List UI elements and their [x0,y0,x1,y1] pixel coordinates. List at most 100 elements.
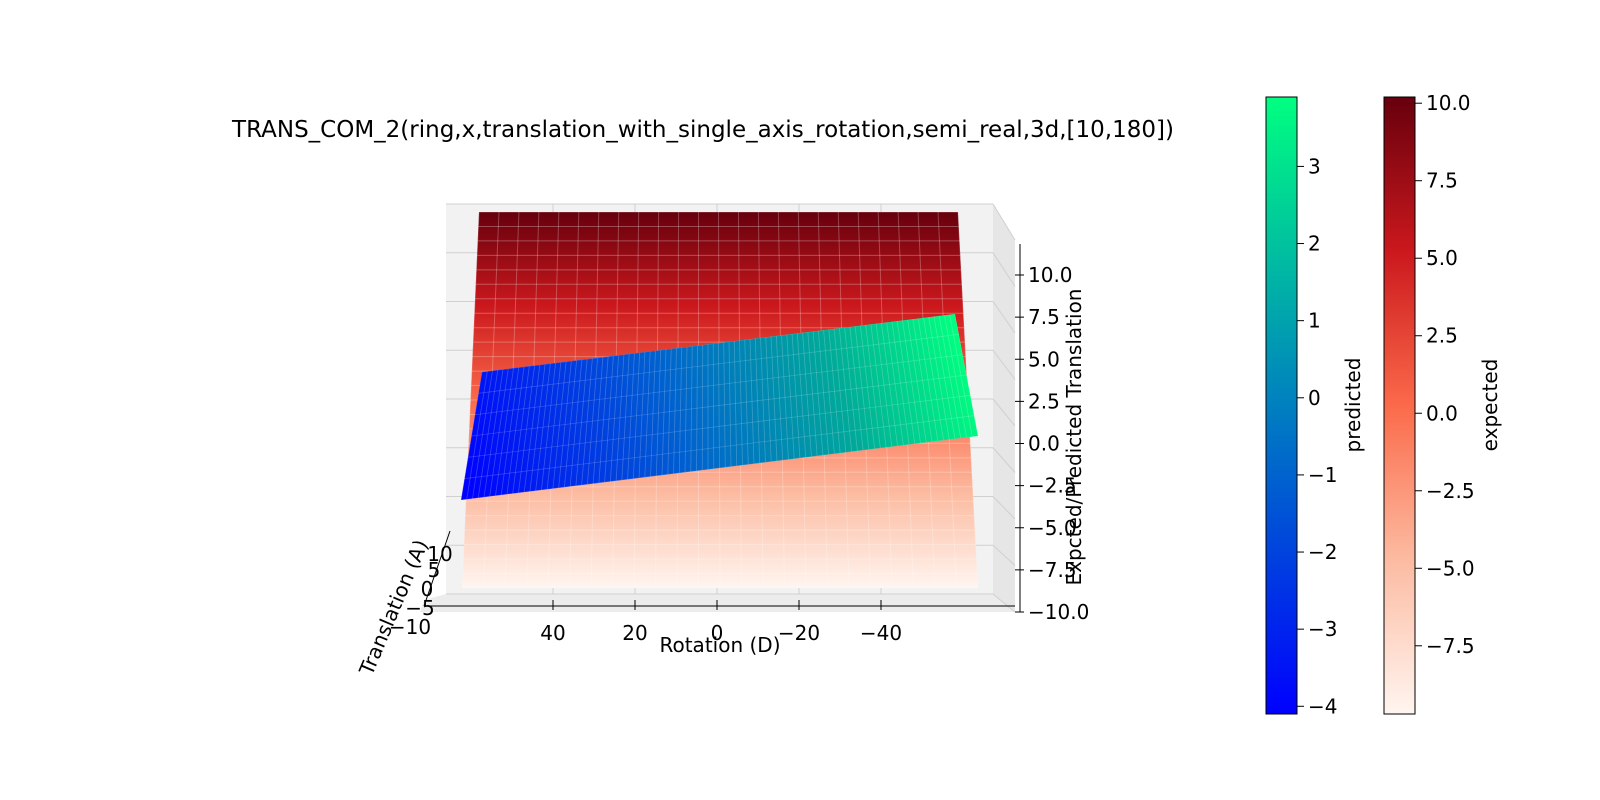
colorbar-tick-label: 1 [1308,309,1321,333]
z-tick-label: 2.5 [1028,389,1060,413]
predicted-mesh-line [546,362,562,490]
chart-title: TRANS_COM_2(ring,x,translation_with_sing… [231,117,1174,143]
colorbar-tick-label: −5.0 [1426,556,1475,580]
predicted-mesh-line [500,367,520,496]
predicted-mesh-line [541,362,556,491]
z-tick-label: 7.5 [1028,305,1060,329]
y-tick-label: 5 [428,558,441,582]
colorbar-predicted-ticks: −4 −3 −2 −1 0 1 2 3 [1297,154,1337,718]
predicted-mesh-line [865,324,881,449]
predicted-mesh-line [802,332,812,457]
z-axis-label: Expcted/Predicted Translation [1062,289,1086,586]
predicted-mesh-line [870,324,887,448]
predicted-mesh-line [739,340,743,466]
predicted-mesh-line [718,342,720,469]
right-pane-grid [992,203,1016,613]
predicted-mesh-line [467,394,971,458]
z-tick-label: 5.0 [1028,347,1060,371]
right-grid-line [992,252,1016,287]
predicted-mesh-line [944,315,967,438]
predicted-mesh-line [667,348,672,475]
colorbar-expected-label: expected [1478,359,1502,452]
predicted-mesh-line [474,354,963,416]
x-tick-label: 0 [711,621,724,645]
predicted-mesh-line [529,364,546,492]
predicted-mesh-line [833,328,847,453]
colorbar-tick-label: 7.5 [1426,169,1458,193]
predicted-mesh-line [696,345,698,471]
predicted-mesh-line [586,357,599,485]
right-grid-line [992,544,1016,566]
predicted-mesh-line [621,353,630,481]
predicted-mesh-line [760,337,766,463]
predicted-mesh-line [564,360,577,488]
predicted-mesh-line [886,322,904,446]
predicted-mesh-line [881,322,898,447]
predicted-mesh-line [581,358,593,486]
right-grid-line [992,496,1016,520]
colorbar-expected-ticks: −7.5 −5.0 −2.5 0.0 2.5 5.0 7.5 10.0 [1415,91,1475,658]
predicted-mesh-line [854,326,870,450]
z-axis-ticks: −10.0 −7.5 −5.0 −2.5 0.0 2.5 5.0 7.5 10.0 [1015,263,1089,624]
predicted-mesh-line [627,353,635,480]
right-grid-line [992,349,1016,380]
x-axis-ticks: 40 20 0 −20 −40 [540,600,902,645]
predicted-mesh-line [907,319,927,443]
predicted-mesh-line [638,352,646,478]
predicted-mesh-line [733,341,738,466]
colorbar-tick-label: −2 [1308,540,1337,564]
predicted-mesh-line [535,363,551,491]
predicted-mesh-line [472,370,493,499]
right-grid-line [992,447,1016,473]
colorbar-tick-label: 2.5 [1426,324,1458,348]
predicted-mesh-line [615,354,625,481]
right-grid-line [992,203,1016,241]
colorbar-tick-label: 10.0 [1426,91,1471,115]
colorbar-tick-label: −4 [1308,694,1337,718]
predicted-mesh-line [817,330,830,455]
right-pane [993,204,1015,612]
predicted-mesh-line [552,361,567,489]
colorbar-tick-label: 0 [1308,386,1321,410]
predicted-mesh-line [765,337,772,462]
predicted-mesh-line [902,320,921,444]
predicted-mesh-line [678,347,683,473]
z-tick-label: −7.5 [1028,558,1077,582]
colorbar-predicted-label: predicted [1341,358,1365,453]
predicted-mesh-line [712,343,715,469]
predicted-mesh-line [604,355,614,483]
x-axis-label: Rotation (D) [659,633,780,657]
colorbar-predicted: −4 −3 −2 −1 0 1 2 3 predicted [1265,96,1365,718]
predicted-mesh-line [644,351,651,478]
predicted-mesh-line [466,371,488,500]
colorbar-tick-label: −2.5 [1426,479,1475,503]
predicted-mesh-line [775,335,784,461]
predicted-mesh-line [928,317,950,440]
predicted-surface [461,314,978,500]
predicted-mesh-line [598,356,609,483]
colorbar-tick-label: 5.0 [1426,246,1458,270]
x-tick-label: −20 [778,621,820,645]
predicted-mesh-line [477,370,499,498]
predicted-surface-mesh [461,314,978,500]
predicted-mesh-line [523,364,541,493]
predicted-mesh-line [791,333,801,459]
x-tick-label: −40 [860,621,902,645]
colorbar-predicted-bar [1265,96,1298,715]
predicted-mesh-line [655,350,662,476]
colorbar-expected-bar [1383,96,1416,715]
predicted-mesh-line [569,359,583,487]
z-tick-label: 10.0 [1028,263,1073,287]
y-tick-label: 0 [421,577,434,601]
predicted-mesh-line [770,336,778,461]
predicted-mesh-line [661,349,667,476]
y-tick-label: −10 [389,615,431,639]
predicted-mesh-line [823,330,835,454]
colorbar-tick-label: 3 [1308,154,1321,178]
predicted-mesh-line [912,319,933,442]
predicted-mesh-line [828,329,841,454]
predicted-mesh-line [860,325,875,449]
predicted-mesh-line [812,331,824,456]
